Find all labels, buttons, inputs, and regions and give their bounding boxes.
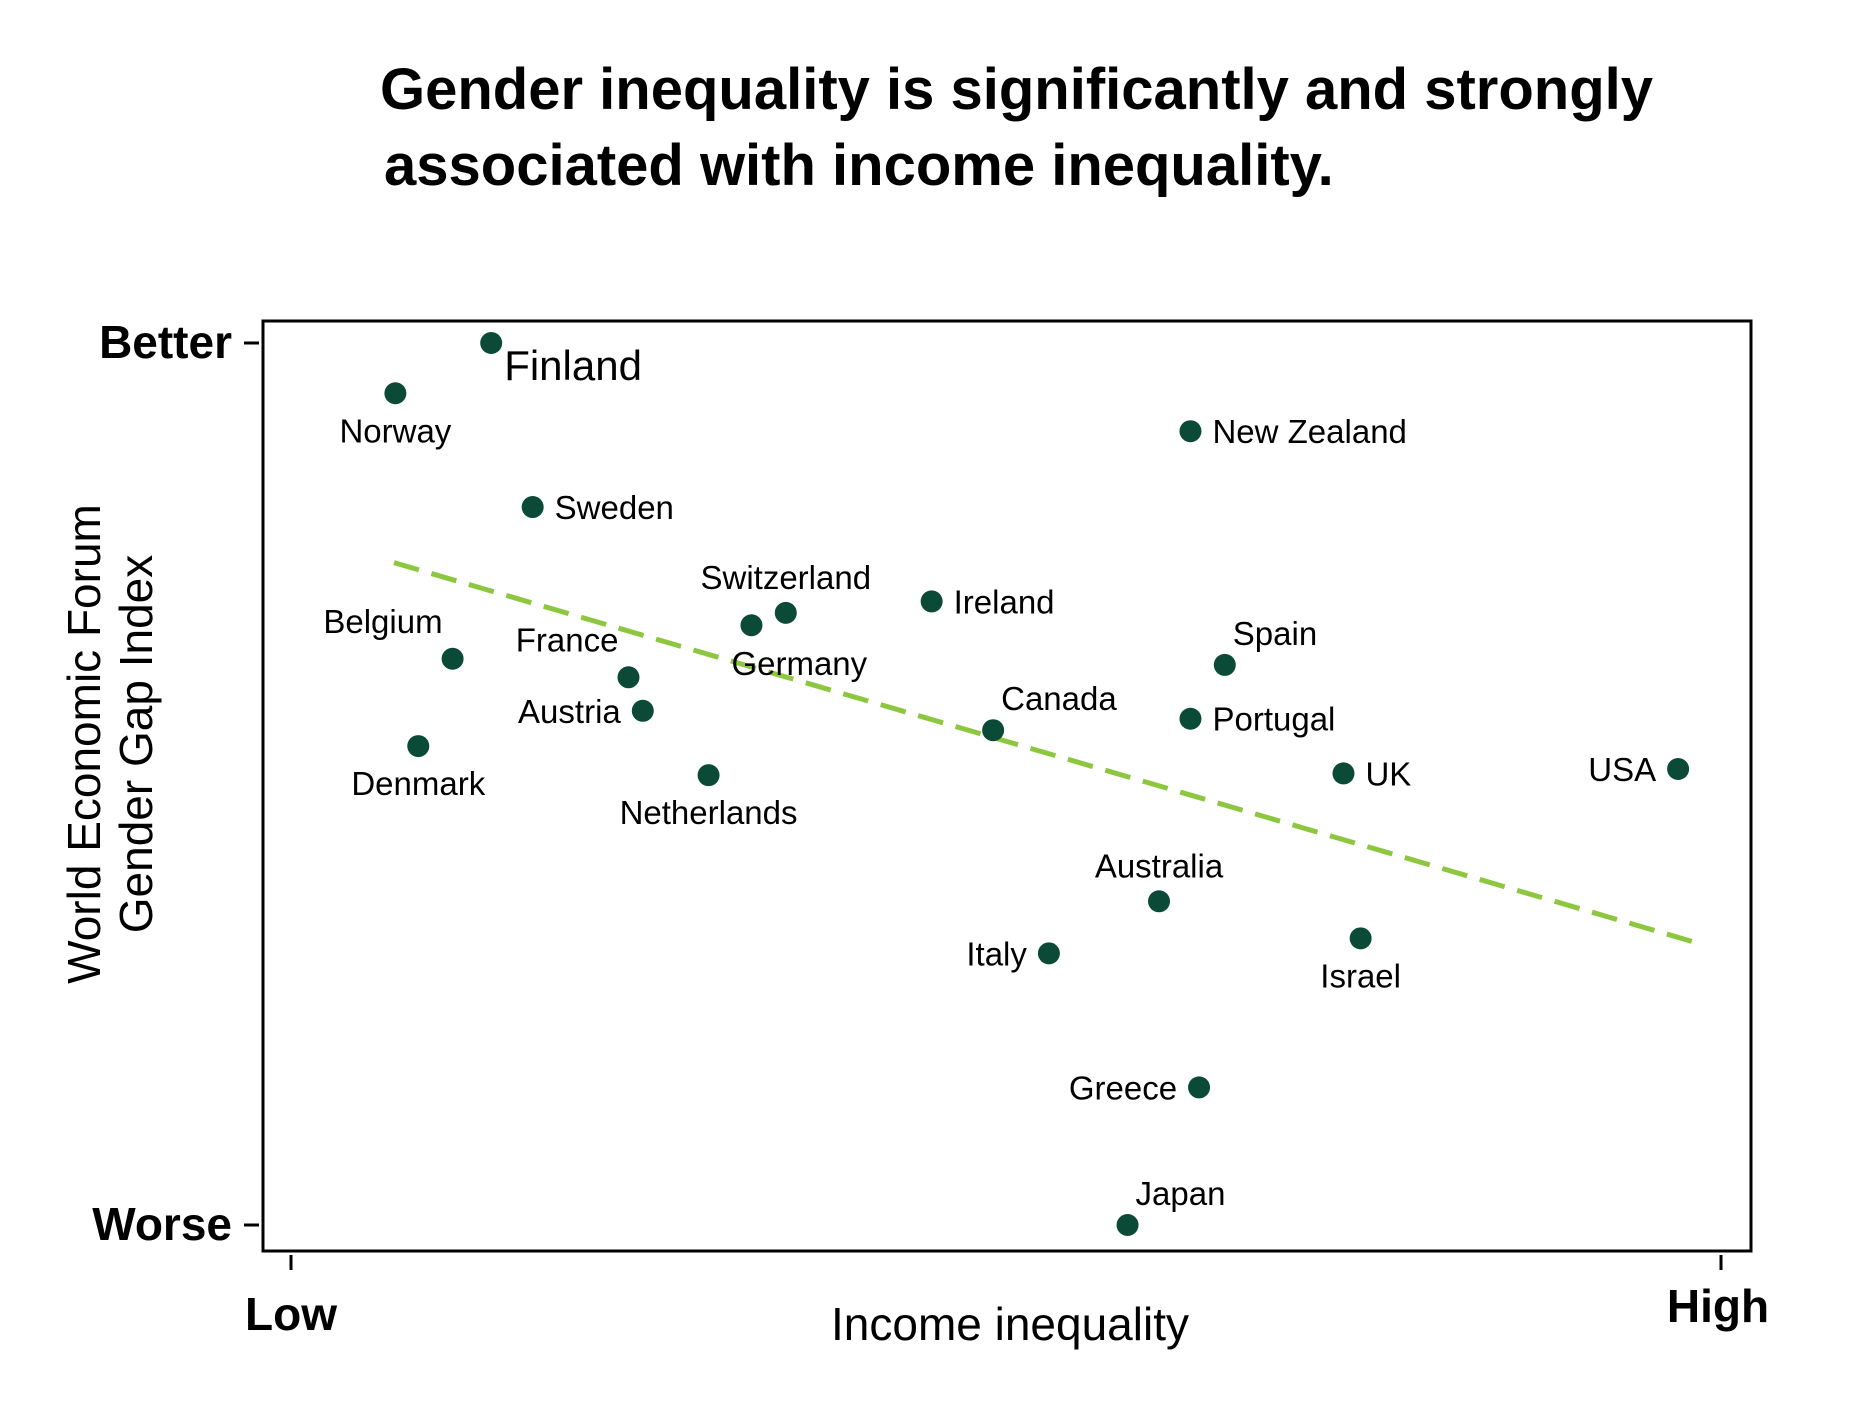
point-label-ireland: Ireland (954, 583, 1055, 620)
point-label-greece: Greece (1069, 1069, 1177, 1106)
point-germany (740, 614, 763, 637)
point-denmark (407, 735, 430, 758)
chart-title-line-1: Gender inequality is significantly and s… (380, 57, 1653, 122)
point-belgium (441, 647, 464, 670)
point-italy (1037, 942, 1060, 965)
y-axis-label-line-1: World Economic Forum (58, 504, 110, 984)
point-label-usa: USA (1588, 751, 1656, 788)
point-label-sweden: Sweden (555, 489, 674, 526)
point-label-canada: Canada (1001, 680, 1117, 717)
point-new-zealand (1179, 420, 1202, 443)
point-finland (480, 332, 503, 354)
point-australia (1148, 890, 1171, 913)
x-axis-label: Income inequality (831, 1298, 1189, 1350)
point-label-portugal: Portugal (1212, 701, 1335, 738)
x-tick-label-low: Low (245, 1288, 337, 1340)
plot-frame (261, 319, 1753, 1253)
point-label-belgium: Belgium (323, 603, 442, 640)
trend-line (393, 560, 1698, 946)
point-ireland (920, 590, 943, 613)
point-canada (982, 719, 1005, 742)
point-label-finland: Finland (504, 342, 642, 389)
point-label-australia: Australia (1095, 847, 1224, 884)
point-austria (631, 699, 654, 722)
points-layer: Finland Norway New Zealand Sweden Ireland Swi… (323, 332, 1690, 1236)
point-label-france: France (516, 621, 619, 658)
point-switzerland (774, 601, 797, 624)
point-portugal (1179, 707, 1202, 730)
point-usa (1667, 758, 1690, 781)
point-label-uk: UK (1365, 755, 1411, 792)
y-tick-label-worse: Worse (92, 1198, 232, 1250)
chart-title-line-2: associated with income inequality. (384, 133, 1334, 198)
point-label-norway: Norway (339, 412, 451, 449)
point-spain (1213, 653, 1236, 676)
point-label-netherlands: Netherlands (620, 794, 798, 831)
point-netherlands (697, 764, 720, 787)
point-israel (1349, 927, 1372, 950)
point-norway (384, 382, 407, 405)
point-label-germany: Germany (731, 645, 867, 682)
point-label-spain: Spain (1233, 615, 1317, 652)
point-uk (1332, 762, 1355, 785)
point-france (617, 666, 640, 689)
point-label-japan: Japan (1136, 1175, 1226, 1212)
point-label-switzerland: Switzerland (700, 559, 871, 596)
x-tick-label-high: High (1667, 1280, 1769, 1332)
y-axis-label-line-2: Gender Gap Index (110, 555, 162, 933)
y-tick-label-better: Better (99, 316, 232, 368)
point-label-denmark: Denmark (351, 765, 485, 802)
point-label-israel: Israel (1320, 957, 1401, 994)
point-label-austria: Austria (518, 693, 621, 730)
point-sweden (521, 496, 544, 519)
point-label-new-zealand: New Zealand (1212, 413, 1406, 450)
point-japan (1116, 1214, 1139, 1236)
point-greece (1188, 1076, 1211, 1099)
point-label-italy: Italy (966, 935, 1027, 972)
